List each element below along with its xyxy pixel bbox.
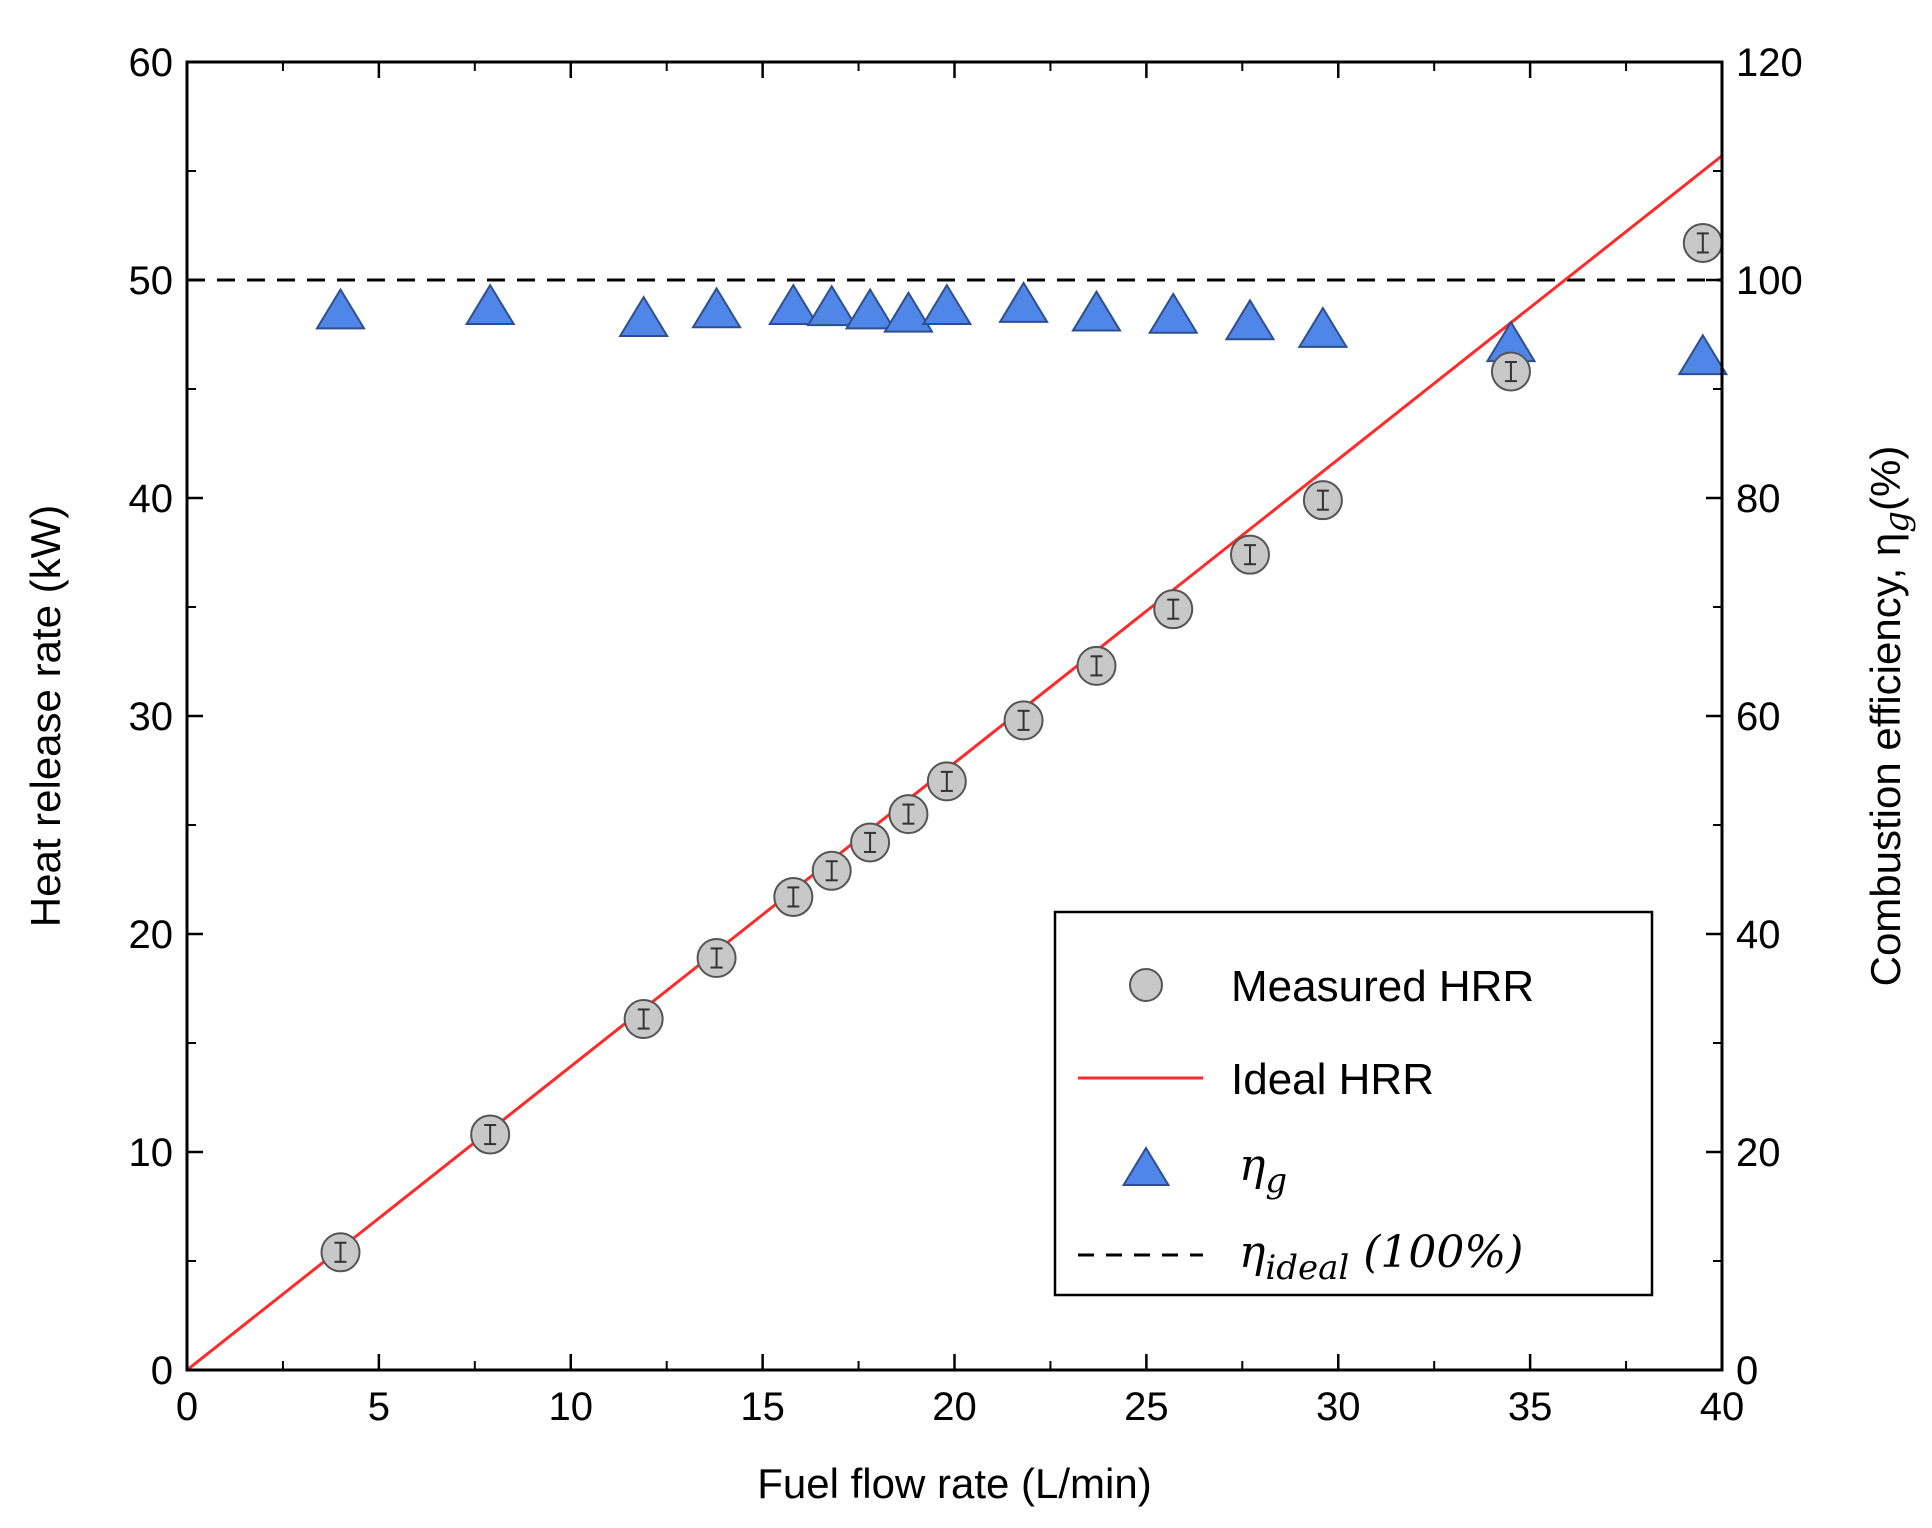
series-layer (187, 154, 1729, 1370)
measured-hrr-error-bar (637, 1008, 650, 1030)
legend-marker-eta-g (1121, 1146, 1171, 1186)
measured-hrr-error-bar (334, 1241, 347, 1263)
eta-g-point (998, 281, 1049, 323)
legend-label-measured-hrr: Measured HRR (1231, 962, 1534, 1011)
eta-g-point (844, 287, 896, 330)
eta-g-point (1224, 298, 1276, 341)
measured-hrr-error-bar (787, 886, 800, 908)
eta-g-point (691, 286, 742, 329)
y2-tick-label: 80 (1736, 477, 1781, 521)
measured-hrr-error-bar (1243, 544, 1256, 566)
y-tick-label: 50 (129, 259, 174, 303)
x-tick-label: 25 (1124, 1385, 1169, 1429)
x-tick-label: 0 (176, 1385, 198, 1429)
x-tick-label: 5 (368, 1385, 390, 1429)
eta-g-point (806, 284, 857, 327)
measured-hrr-error-bar (825, 860, 838, 882)
measured-hrr-error-bar (1167, 598, 1180, 620)
y-tick-label: 60 (129, 41, 174, 85)
y2-tick-label: 20 (1736, 1131, 1781, 1175)
measured-hrr-error-bar (1696, 232, 1709, 254)
y2-tick-label: 120 (1736, 41, 1803, 85)
y-axis-title: Heat release rate (kW) (22, 505, 69, 927)
x-tick-label: 20 (932, 1385, 977, 1429)
measured-hrr-error-bar (1504, 361, 1517, 383)
y2-axis-title: Combustion efficiency, ηg(%) (1862, 446, 1917, 987)
y-tick-label: 10 (129, 1131, 174, 1175)
x-tick-label: 10 (549, 1385, 594, 1429)
eta-g-point (768, 283, 819, 326)
eta-g-point (1147, 291, 1199, 334)
measured-hrr-error-bar (1090, 655, 1103, 677)
legend-marker-measured-hrr (1129, 968, 1163, 1002)
eta-g-point (1297, 306, 1349, 348)
legend-label-ideal-hrr: Ideal HRR (1231, 1055, 1434, 1104)
legend-label-eta-ideal: ηideal (100%) (1239, 1227, 1523, 1288)
legend-label-eta-g: ηg (1239, 1140, 1287, 1201)
measured-hrr-error-bar (902, 803, 915, 825)
y2-tick-label: 40 (1736, 913, 1781, 957)
measured-hrr-error-bar (864, 831, 877, 853)
eta-g-point (315, 287, 366, 330)
eta-g-point (1071, 289, 1122, 332)
y2-tick-label: 0 (1736, 1349, 1758, 1393)
x-tick-label: 35 (1508, 1385, 1553, 1429)
eta-g-point (883, 290, 934, 333)
eta-g-point (1677, 333, 1729, 376)
y2-tick-label: 100 (1736, 259, 1803, 303)
measured-hrr-error-bar (1316, 489, 1329, 511)
tick-layer: 0 5 10 15 20 25 30 35 40010203040506002040608010… (129, 41, 1803, 1429)
eta-g-point (921, 283, 973, 326)
y-tick-label: 20 (129, 913, 174, 957)
measured-hrr-error-bar (484, 1124, 497, 1146)
x-axis-title: Fuel flow rate (L/min) (757, 1460, 1151, 1507)
legend: Measured HRR Ideal HRR ηg ηideal (100%) (1053, 910, 1654, 1297)
eta-g-point (618, 295, 669, 337)
measured-hrr-error-bar (710, 947, 723, 969)
x-tick-label: 40 (1700, 1385, 1745, 1429)
y2-tick-label: 60 (1736, 695, 1781, 739)
measured-hrr-error-bar (940, 770, 953, 792)
y-tick-label: 30 (129, 695, 174, 739)
eta-g-point (464, 283, 516, 326)
y-tick-label: 0 (151, 1349, 173, 1393)
measured-hrr-error-bar (1017, 709, 1030, 731)
x-tick-label: 30 (1316, 1385, 1361, 1429)
ideal-hrr-line (187, 154, 1722, 1370)
x-tick-label: 15 (740, 1385, 785, 1429)
y-tick-label: 40 (129, 477, 174, 521)
